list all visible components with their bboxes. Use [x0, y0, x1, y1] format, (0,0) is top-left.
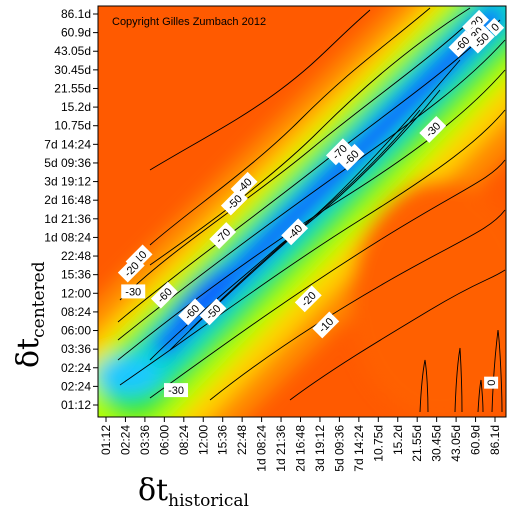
- contour-line-8: [149, 159, 506, 399]
- y-tick-label: 5d 09:36: [44, 156, 91, 170]
- y-tick-label: 43.05d: [54, 44, 91, 58]
- contour-label-0: 0: [485, 17, 505, 37]
- x-tick-label: 3d 19:12: [313, 425, 327, 472]
- contour-label-20: -30: [164, 383, 189, 398]
- y-tick-label: 1d 21:36: [44, 212, 91, 226]
- x-tick-label: 7d 14:24: [352, 425, 366, 472]
- x-tick-label: 03:36: [138, 425, 152, 455]
- y-tick-label: 2d 16:48: [44, 193, 91, 207]
- x-tick-label: 01:12: [99, 425, 113, 455]
- svg-text:δthistorical: δthistorical: [138, 473, 249, 511]
- contour-label-14: -30: [121, 284, 146, 299]
- contour-line-0: [149, 9, 371, 171]
- contour-line-2: [149, 7, 471, 266]
- contour-line-4: [117, 19, 501, 323]
- contour-line-6: [117, 69, 506, 361]
- x-tick-label: 06:00: [157, 425, 171, 455]
- contour-line-17: [477, 379, 484, 413]
- contour-line-13: [189, 59, 461, 331]
- x-tick-label: 08:24: [177, 425, 191, 455]
- y-tick-label: 15:36: [61, 268, 91, 282]
- y-tick-label: 3d 19:12: [44, 175, 91, 189]
- y-tick-label: 1d 08:24: [44, 230, 91, 244]
- contour-line-10: [289, 269, 506, 401]
- y-tick-label: 21.55d: [54, 81, 91, 95]
- x-tick-label: 12:00: [196, 425, 210, 455]
- contour-line-14: [419, 359, 429, 413]
- x-tick-label: 1d 08:24: [255, 425, 269, 472]
- y-tick-label: 03:36: [61, 342, 91, 356]
- x-axis-subscript: historical: [168, 491, 249, 511]
- x-tick-label: 86.1d: [488, 425, 502, 455]
- contour-label-text: -30: [168, 385, 184, 397]
- contour-line-15: [454, 347, 463, 413]
- x-tick-label: 60.9d: [469, 425, 483, 455]
- svg-text:δtcentered: δtcentered: [11, 261, 49, 368]
- x-tick-label: 2d 16:48: [294, 425, 308, 472]
- y-tick-label: 7d 14:24: [44, 137, 91, 151]
- x-tick-label: 10.75d: [371, 425, 385, 462]
- y-tick-label: 22:48: [61, 249, 91, 263]
- y-tick-label: 01:12: [61, 398, 91, 412]
- contour-label-text: -30: [125, 286, 141, 298]
- x-tick-label: 30.45d: [430, 425, 444, 462]
- y-tick-label: 10.75d: [54, 119, 91, 133]
- plot-frame: [97, 5, 507, 418]
- y-axis-label: δtcentered: [11, 261, 49, 368]
- contour-line-9: [209, 209, 506, 401]
- contour-line-7: [119, 109, 506, 386]
- x-tick-label: 15:36: [216, 425, 230, 455]
- heat-blob-orange: [350, 180, 506, 417]
- y-tick-label: 30.45d: [54, 63, 91, 77]
- heat-blob-cyan: [98, 356, 160, 396]
- y-tick-label: 08:24: [61, 305, 91, 319]
- contour-label-21: 0: [484, 376, 499, 389]
- y-tick-label: 02:24: [61, 379, 91, 393]
- x-axis-symbol: δt: [138, 473, 168, 508]
- y-axis-symbol: δt: [11, 338, 46, 368]
- plot-area: 0-20-30-60-50-30-70-60-40-50-70-40-10-20…: [98, 6, 506, 417]
- x-tick-label: 5d 09:36: [332, 425, 346, 472]
- x-tick-label: 1d 21:36: [274, 425, 288, 472]
- x-axis-ticks: 01:12 02:24 03:36 06:00 08:24 12:00 15:36 22:48…: [99, 417, 502, 472]
- x-tick-label: 43.05d: [449, 425, 463, 462]
- contour-line-3: [119, 11, 481, 301]
- y-tick-label: 06:00: [61, 324, 91, 338]
- x-tick-label: 15.2d: [391, 425, 405, 455]
- x-tick-label: 21.55d: [410, 425, 424, 462]
- y-tick-label: 86.1d: [61, 7, 91, 21]
- x-tick-label: 02:24: [118, 425, 132, 455]
- y-axis-ticks: 01:12 02:24 02:24 03:36 06:00 08:24 12:00 15:36…: [44, 7, 98, 412]
- y-axis-subscript: centered: [29, 261, 49, 338]
- x-axis-label: δthistorical: [138, 473, 249, 511]
- contour-line-1: [149, 7, 431, 246]
- y-tick-label: 02:24: [61, 361, 91, 375]
- contour-line-5: [117, 39, 506, 341]
- x-tick-label: 22:48: [235, 425, 249, 455]
- y-tick-label: 60.9d: [61, 26, 91, 40]
- copyright-annotation: Copyright Gilles Zumbach 2012: [112, 16, 266, 28]
- heatmap-surface: [98, 6, 506, 417]
- y-tick-label: 12:00: [61, 286, 91, 300]
- y-tick-label: 15.2d: [61, 100, 91, 114]
- contour-label-text: 0: [486, 380, 498, 386]
